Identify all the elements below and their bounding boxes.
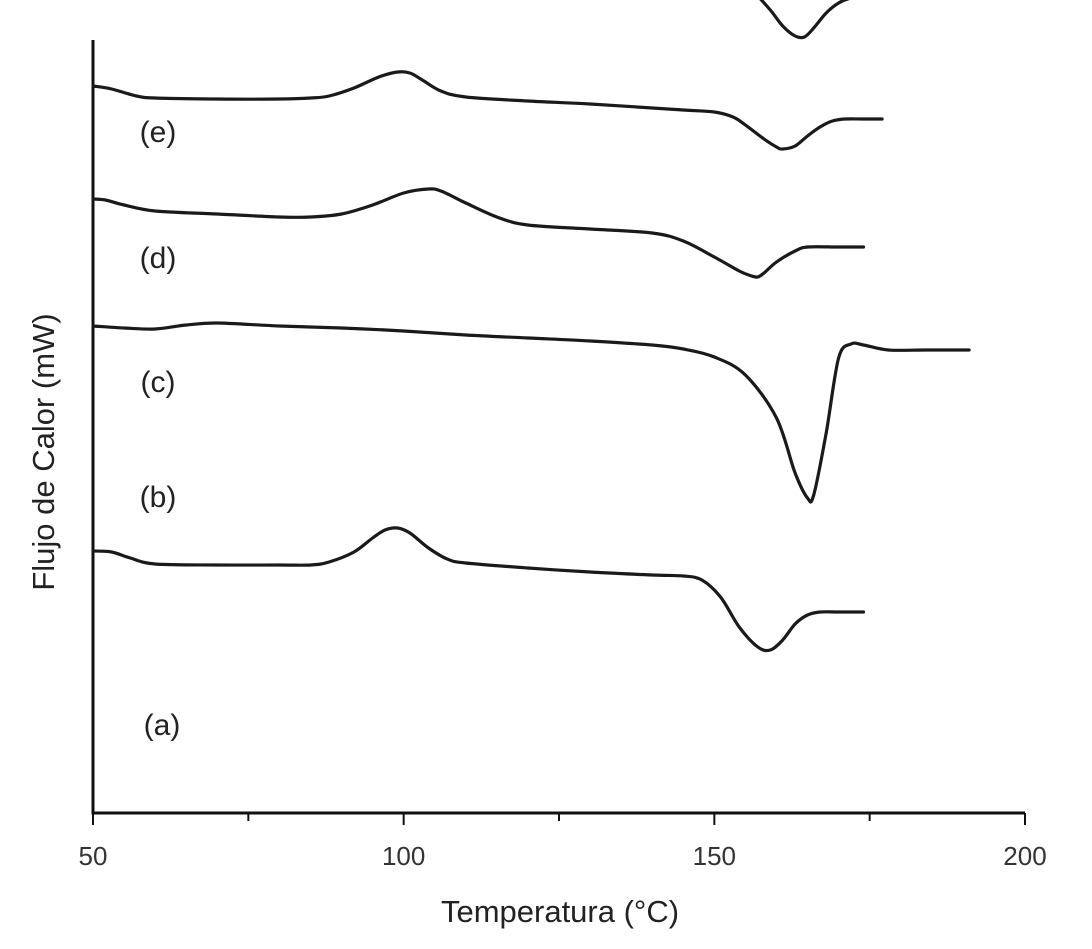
curve-c — [91, 187, 866, 279]
tick-labels: 50 100 150 200 — [79, 841, 1047, 871]
curve-label-a: (a) — [144, 709, 181, 742]
curves — [91, 0, 971, 653]
curve-e — [759, 0, 850, 40]
y-axis-title: Flujo de Calor (mW) — [26, 313, 61, 590]
curve-label-e: (e) — [140, 116, 177, 149]
curve-d — [91, 70, 884, 151]
x-tick-label: 100 — [382, 841, 425, 871]
x-axis-title: Temperatura (°C) — [441, 894, 679, 929]
curve-label-b: (b) — [140, 481, 177, 514]
curve-a — [91, 526, 866, 653]
x-tick-label: 150 — [693, 841, 736, 871]
x-tick-label: 200 — [1003, 841, 1046, 871]
curve-label-c: (c) — [141, 366, 176, 399]
x-tick-label: 50 — [79, 841, 108, 871]
curve-label-d: (d) — [140, 242, 177, 275]
axes — [91, 40, 1026, 825]
curve-b — [91, 321, 971, 504]
curve-labels: (e) (d) (c) (b) (a) — [140, 116, 181, 742]
